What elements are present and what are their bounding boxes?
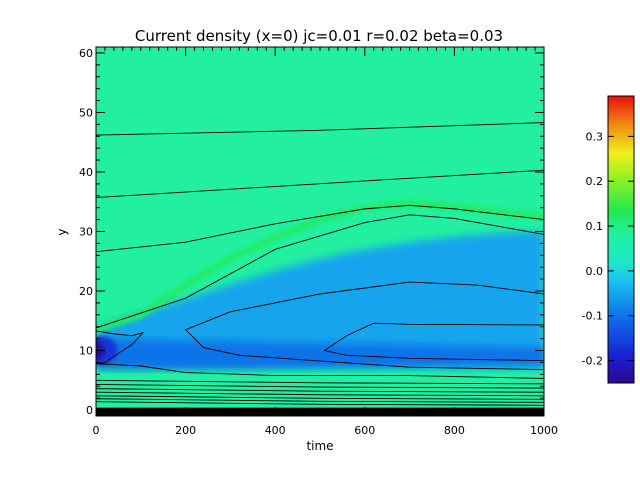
x-tick-label: 0 (93, 424, 100, 437)
y-tick-label: 30 (79, 226, 93, 239)
y-tick-label: 10 (79, 345, 93, 358)
colorbar-tick-label: 0.3 (586, 130, 604, 143)
bottom-contour-line (96, 384, 544, 389)
colorbar-tick-label: 0.0 (586, 265, 604, 278)
contour-line (184, 281, 544, 371)
contour-line (96, 363, 544, 379)
colorbar-tick-label: -0.1 (582, 310, 603, 323)
axis-ticks: 0 200 400 600 800 1000 0 10 20 30 40 50 60 (79, 47, 558, 437)
heatmap-features (96, 200, 544, 383)
bottom-contour-line (96, 398, 544, 403)
x-tick-label: 200 (175, 424, 196, 437)
colorbar-tick-label: -0.2 (582, 355, 603, 368)
contour-line (96, 122, 544, 136)
bottom-contour-stack (96, 379, 544, 416)
chart-title: Current density (x=0) jc=0.01 r=0.02 bet… (135, 27, 503, 45)
contour-lines (96, 122, 544, 379)
x-tick-label: 400 (265, 424, 286, 437)
colorbar-tick-label: 0.2 (586, 175, 604, 188)
bottom-contour-line (96, 388, 544, 393)
bottom-contour-fill (96, 407, 544, 416)
negative-lobe (96, 231, 544, 369)
x-tick-label: 1000 (530, 424, 558, 437)
bottom-contour-line (96, 379, 544, 385)
x-tick-label: 800 (444, 424, 465, 437)
y-tick-label: 50 (79, 106, 93, 119)
y-tick-label: 40 (79, 166, 93, 179)
positive-ridge (96, 200, 544, 334)
positive-strip (96, 374, 544, 383)
colorbar-ticks: -0.2 -0.1 0.0 0.1 0.2 0.3 (582, 130, 634, 368)
contour-line (96, 169, 544, 199)
y-tick-label: 20 (79, 285, 93, 298)
x-axis-label: time (306, 439, 333, 453)
contour-line (96, 214, 544, 329)
bottom-contour-line (96, 391, 544, 397)
bottom-contour-line (96, 401, 544, 406)
negative-band (96, 338, 544, 370)
x-tick-label: 600 (354, 424, 375, 437)
bottom-contour-line (96, 395, 544, 400)
colorbar (607, 95, 635, 384)
y-axis-label: y (55, 228, 69, 235)
contour-line (96, 330, 145, 365)
y-tick-label: 0 (86, 404, 93, 417)
contour-line (323, 322, 544, 362)
y-tick-label: 60 (79, 47, 93, 60)
plot-area (96, 47, 544, 416)
contour-line (96, 204, 544, 253)
colorbar-tick-label: 0.1 (586, 220, 604, 233)
